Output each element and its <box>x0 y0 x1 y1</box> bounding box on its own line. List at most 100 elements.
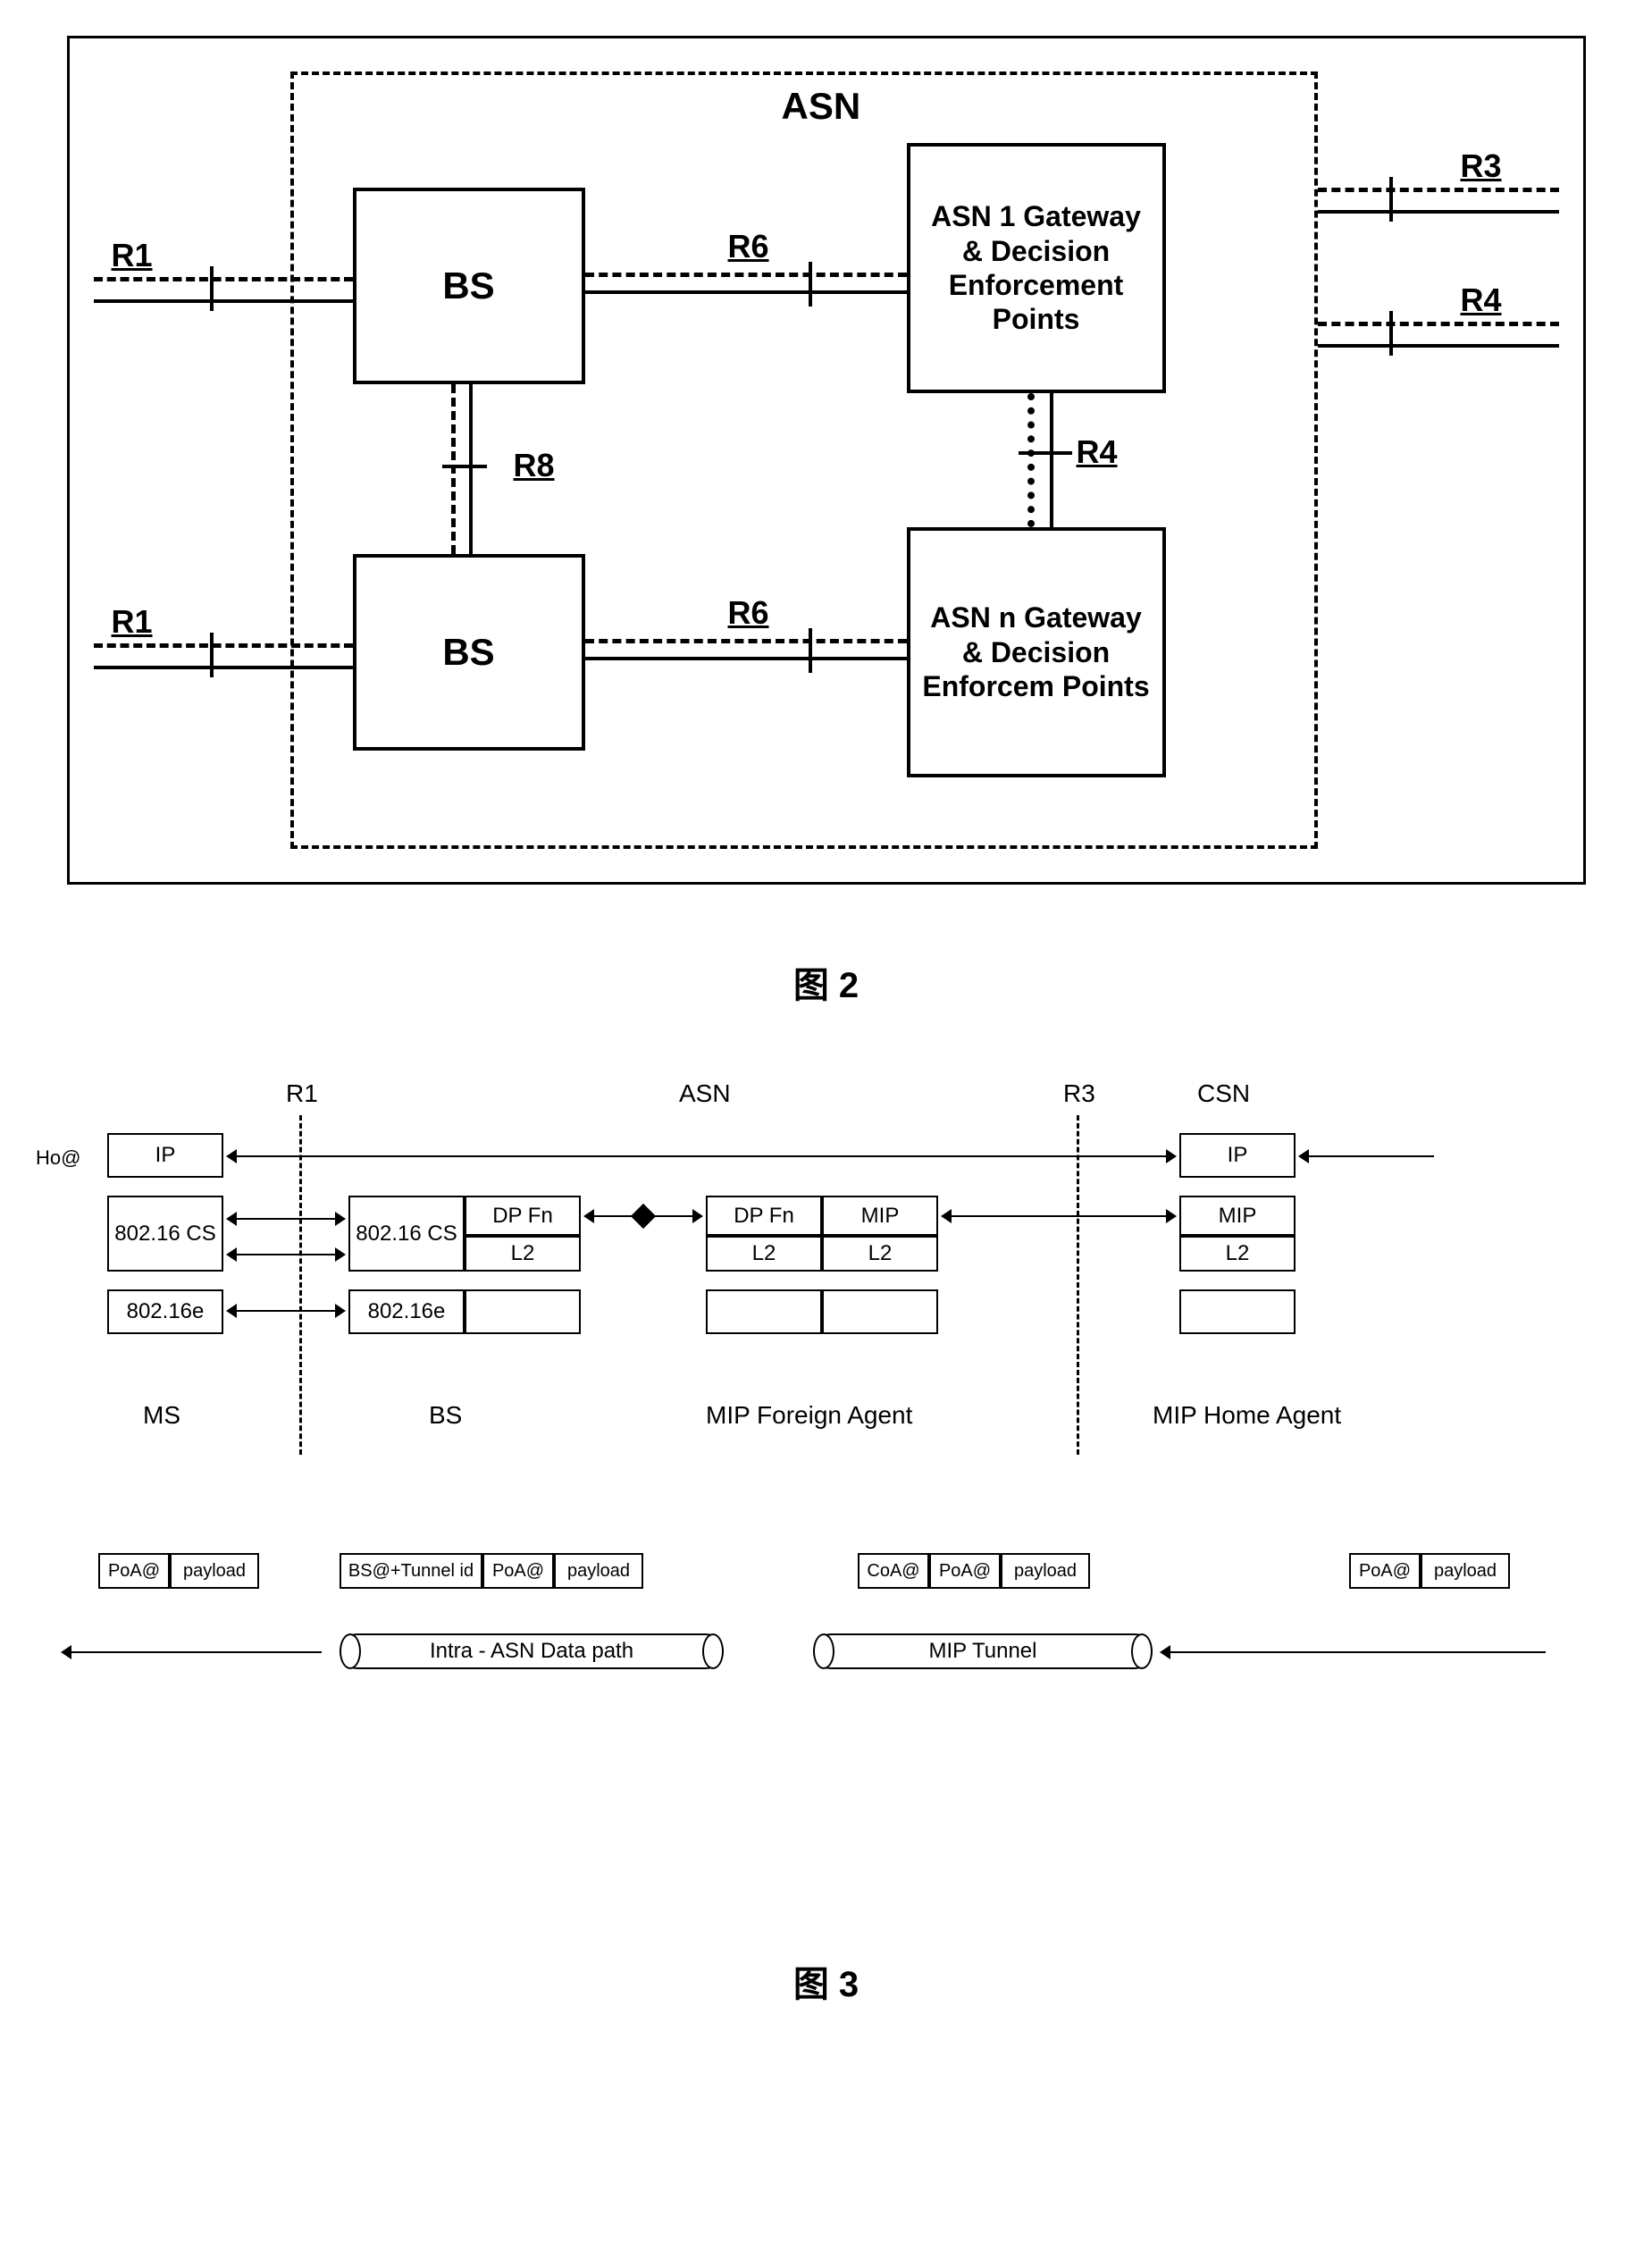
asn-title: ASN <box>782 85 861 128</box>
intra-tunnel-label: Intra - ASN Data path <box>430 1639 633 1664</box>
ip-path-line <box>237 1155 1166 1157</box>
ha-mip-layer: MIP <box>1179 1196 1296 1236</box>
asn-architecture-diagram: ASN BS BS ASN 1 Gateway & Decision Enfor… <box>67 36 1586 885</box>
ha-phy-layer <box>1179 1289 1296 1334</box>
asn-gateway-n: ASN n Gateway & Decision Enforcem Points <box>907 527 1166 777</box>
r1-label-top: R1 <box>112 237 153 274</box>
pkt1-payload: payload <box>170 1553 259 1589</box>
fig2-caption: 图 2 <box>36 956 1616 1008</box>
bs-label: BS <box>429 1401 462 1430</box>
r3-dash <box>1318 188 1559 192</box>
bs-node-1: BS <box>353 188 585 384</box>
r4-tick-internal <box>1019 451 1072 455</box>
r4-dotted-internal <box>1027 393 1035 527</box>
bs-dpfn-layer: DP Fn <box>465 1196 581 1236</box>
ha-label: MIP Home Agent <box>1153 1401 1341 1430</box>
fa-dpfn-layer: DP Fn <box>706 1196 822 1236</box>
mac-ar <box>335 1304 346 1318</box>
r6-label-top: R6 <box>728 228 769 265</box>
r3-tick <box>1389 177 1393 222</box>
cs-ar2 <box>335 1247 346 1262</box>
r8-label: R8 <box>514 447 555 484</box>
r6-tick-bot <box>809 628 812 673</box>
r1-boundary <box>299 1115 302 1455</box>
fa-l2-left: L2 <box>706 1236 822 1272</box>
flow-right-line <box>1170 1651 1546 1653</box>
r4-label-internal: R4 <box>1077 433 1118 471</box>
pkt4-payload: payload <box>1421 1553 1510 1589</box>
r3-label: R3 <box>1461 147 1502 185</box>
r1-dash-top <box>94 277 353 281</box>
r6-tick-top <box>809 262 812 306</box>
pkt2-payload: payload <box>554 1553 643 1589</box>
ext-in-arrow <box>1298 1149 1309 1163</box>
flow-right-arrow <box>1160 1645 1170 1659</box>
bs-node-2: BS <box>353 554 585 751</box>
bs-cs-layer: 802.16 CS <box>348 1196 465 1272</box>
dpfn-diamond <box>631 1204 656 1229</box>
fa-phy-left <box>706 1289 822 1334</box>
r4-tick-ext <box>1389 311 1393 356</box>
bs-phy-layer <box>465 1289 581 1334</box>
r8-dash <box>451 384 456 554</box>
dp-al <box>583 1209 594 1223</box>
r1-link-bot <box>94 666 353 669</box>
protocol-stack-diagram: R1 ASN R3 CSN Ho@ IP 802.16 CS 802.16e M… <box>36 1079 1616 1884</box>
flow-left-arrow <box>61 1645 71 1659</box>
asn-gateway-1: ASN 1 Gateway & Decision Enforcement Poi… <box>907 143 1166 393</box>
mip-tunnel: MIP Tunnel <box>813 1633 1153 1669</box>
asn-region-label: ASN <box>679 1079 731 1108</box>
ms-mac-layer: 802.16e <box>107 1289 223 1334</box>
csn-region-label: CSN <box>1197 1079 1250 1108</box>
pkt2-poa: PoA@ <box>482 1553 554 1589</box>
mip-tunnel-label: MIP Tunnel <box>929 1639 1037 1664</box>
fa-label: MIP Foreign Agent <box>706 1401 912 1430</box>
r4-link-ext <box>1318 344 1559 348</box>
cs-al2 <box>226 1247 237 1262</box>
r1-label: R1 <box>286 1079 318 1108</box>
ip-arrow-right <box>1166 1149 1177 1163</box>
r6-dash-top <box>585 273 907 277</box>
fa-l2-right: L2 <box>822 1236 938 1272</box>
r4-label-ext: R4 <box>1461 281 1502 319</box>
cs-al1 <box>226 1212 237 1226</box>
fa-mip-layer: MIP <box>822 1196 938 1236</box>
mac-al <box>226 1304 237 1318</box>
r1-label-bot: R1 <box>112 603 153 641</box>
mip-link <box>952 1215 1166 1217</box>
intra-asn-tunnel: Intra - ASN Data path <box>340 1633 724 1669</box>
r1-dash-bot <box>94 643 353 648</box>
r8-tick <box>442 465 487 468</box>
r4-dash-ext <box>1318 322 1559 326</box>
bs-mac-layer: 802.16e <box>348 1289 465 1334</box>
cs-link1 <box>237 1218 335 1220</box>
r3-link <box>1318 210 1559 214</box>
fa-phy-right <box>822 1289 938 1334</box>
flow-left-line <box>71 1651 322 1653</box>
cs-ar1 <box>335 1212 346 1226</box>
r6-link-top <box>585 290 907 294</box>
bs-l2-layer: L2 <box>465 1236 581 1272</box>
r4-link-internal <box>1050 393 1053 527</box>
r1-link-top <box>94 299 353 303</box>
pkt1-poa: PoA@ <box>98 1553 170 1589</box>
mac-link <box>237 1310 335 1312</box>
ext-in-line <box>1309 1155 1434 1157</box>
r6-label-bot: R6 <box>728 594 769 632</box>
r1-tick-top <box>210 266 214 311</box>
r3-label: R3 <box>1063 1079 1095 1108</box>
pkt2-bstunnel: BS@+Tunnel id <box>340 1553 482 1589</box>
fig3-caption: 图 3 <box>36 1955 1616 2007</box>
ip-arrow-left <box>226 1149 237 1163</box>
pkt4-poa: PoA@ <box>1349 1553 1421 1589</box>
cs-link2 <box>237 1254 335 1255</box>
ms-ip-layer: IP <box>107 1133 223 1178</box>
r3-boundary <box>1077 1115 1079 1455</box>
mip-al <box>941 1209 952 1223</box>
r8-link <box>469 384 473 554</box>
r6-dash-bot <box>585 639 907 643</box>
ha-ip-layer: IP <box>1179 1133 1296 1178</box>
r6-link-bot <box>585 657 907 660</box>
ho-label: Ho@ <box>36 1146 80 1170</box>
ms-label: MS <box>143 1401 180 1430</box>
